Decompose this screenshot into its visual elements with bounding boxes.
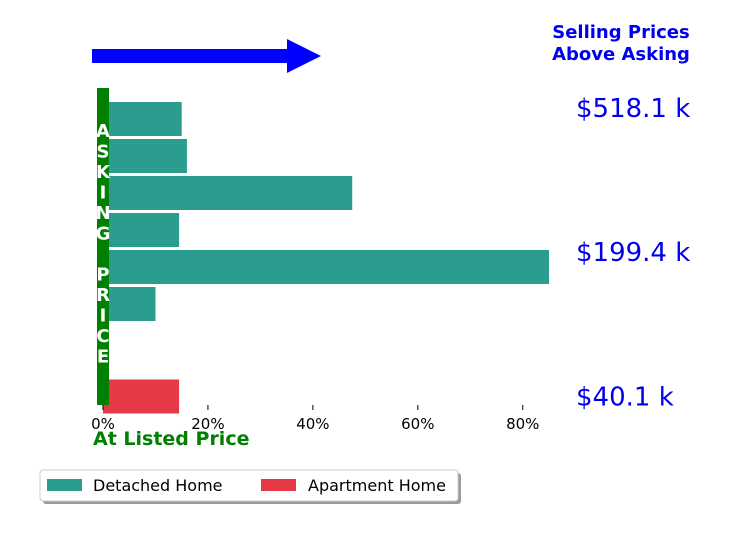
legend-swatch [261,479,296,491]
legend-swatch [47,479,82,491]
asking-price-letter: E [97,347,109,368]
bar-detached-home [103,176,353,210]
price-label: $518.1 k [576,94,690,124]
asking-price-letter: R [96,285,110,306]
x-tick-label: 80% [506,415,539,433]
x-tick-label: 60% [401,415,434,433]
x-tick-label: 0% [91,415,115,433]
bar-detached-home [103,102,182,136]
bar-apartment-home [103,379,180,414]
x-tick-label: 40% [296,415,329,433]
chart-title-line: Selling Prices [552,22,689,43]
asking-price-letter: P [96,265,109,286]
direction-arrow [92,39,321,73]
bar-detached-home [103,250,549,284]
asking-price-letter: C [96,326,109,347]
legend-label: Apartment Home [308,476,446,495]
price-label: $40.1 k [576,383,674,413]
bar-detached-home [103,139,187,173]
x-tick-label: 20% [191,415,224,433]
asking-price-letter: S [97,142,110,163]
asking-price-letter: K [96,162,111,183]
bar-detached-home [103,213,180,247]
asking-price-letter: G [96,224,111,245]
asking-price-letter: N [95,203,110,224]
asking-price-bar [97,88,109,405]
price-label: $199.4 k [576,238,690,268]
bar-detached-home [103,287,156,321]
legend [39,469,459,502]
asking-price-letter: A [96,121,110,142]
legend-label: Detached Home [93,476,223,495]
asking-price-letter: I [100,183,107,204]
x-axis-label: At Listed Price [93,428,249,450]
chart-title-line: Above Asking [552,44,690,65]
asking-price-letter: I [100,306,107,327]
